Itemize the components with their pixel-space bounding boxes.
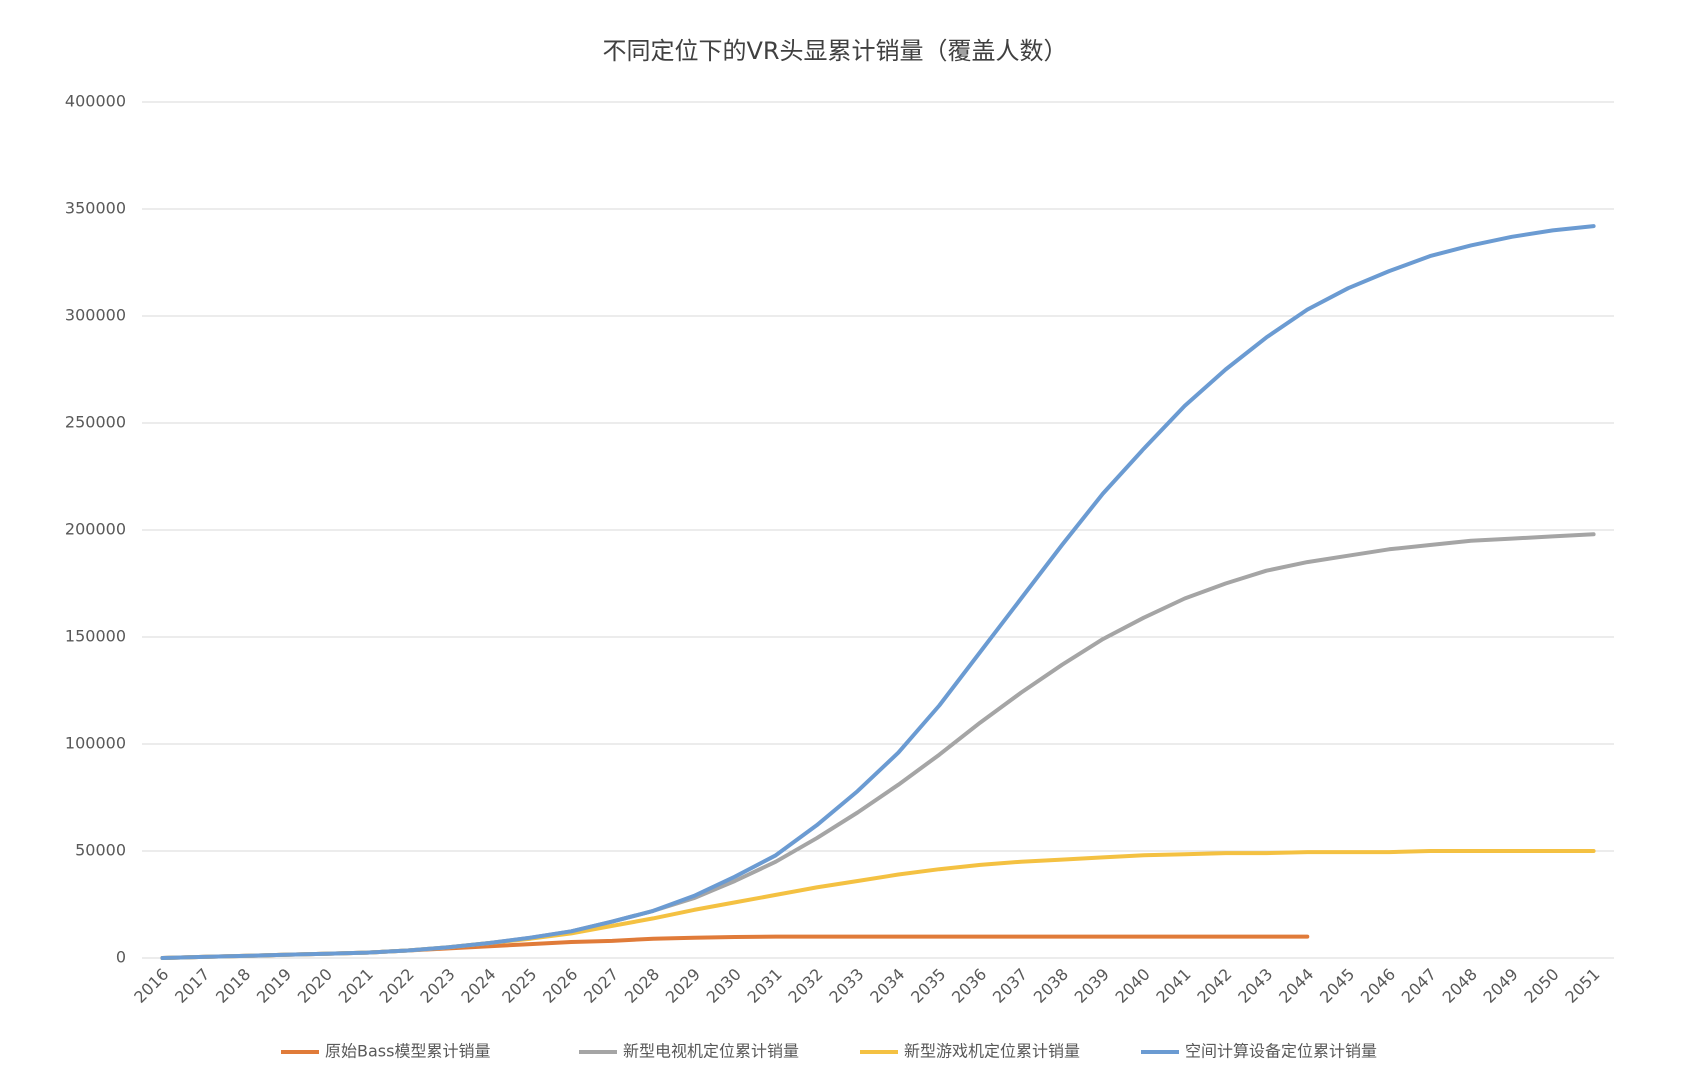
chart-title: 不同定位下的VR头显累计销量（覆盖人数） <box>602 37 1067 65</box>
y-tick-label: 0 <box>116 948 126 967</box>
legend-label: 原始Bass模型累计销量 <box>325 1042 490 1061</box>
legend-label: 空间计算设备定位累计销量 <box>1185 1042 1377 1061</box>
y-tick-label: 100000 <box>65 734 126 753</box>
x-tick-label: 2050 <box>1520 965 1562 1007</box>
y-tick-label: 400000 <box>65 92 126 111</box>
x-tick-label: 2027 <box>580 965 622 1007</box>
y-tick-label: 300000 <box>65 306 126 325</box>
series-line <box>160 532 1596 960</box>
x-tick-label: 2043 <box>1234 965 1276 1007</box>
series-line <box>160 224 1596 960</box>
x-tick-label: 2042 <box>1193 965 1235 1007</box>
x-tick-label: 2033 <box>825 965 867 1007</box>
y-tick-label: 200000 <box>65 520 126 539</box>
x-tick-label: 2016 <box>130 965 172 1007</box>
x-tick-label: 2041 <box>1152 965 1194 1007</box>
x-tick-label: 2036 <box>948 965 990 1007</box>
x-tick-label: 2046 <box>1357 965 1399 1007</box>
y-tick-label: 250000 <box>65 413 126 432</box>
x-tick-label: 2051 <box>1561 965 1603 1007</box>
x-tick-label: 2029 <box>662 965 704 1007</box>
x-tick-label: 2019 <box>253 965 295 1007</box>
x-tick-label: 2039 <box>1071 965 1113 1007</box>
x-tick-label: 2044 <box>1275 965 1317 1007</box>
x-tick-label: 2048 <box>1439 965 1481 1007</box>
x-tick-label: 2018 <box>212 965 254 1007</box>
y-tick-label: 50000 <box>75 841 126 860</box>
y-tick-label: 350000 <box>65 199 126 218</box>
x-tick-label: 2032 <box>784 965 826 1007</box>
x-tick-label: 2022 <box>376 965 418 1007</box>
x-tick-label: 2040 <box>1112 965 1154 1007</box>
x-tick-label: 2023 <box>416 965 458 1007</box>
x-tick-label: 2035 <box>907 965 949 1007</box>
x-tick-label: 2038 <box>1030 965 1072 1007</box>
x-tick-label: 2037 <box>989 965 1031 1007</box>
x-tick-label: 2028 <box>621 965 663 1007</box>
x-tick-label: 2020 <box>294 965 336 1007</box>
y-tick-label: 150000 <box>65 627 126 646</box>
series-line <box>160 849 1596 960</box>
x-tick-label: 2047 <box>1398 965 1440 1007</box>
x-tick-label: 2049 <box>1480 965 1522 1007</box>
x-tick-label: 2024 <box>457 965 499 1007</box>
x-tick-label: 2025 <box>498 965 540 1007</box>
x-tick-label: 2034 <box>866 965 908 1007</box>
x-tick-label: 2030 <box>703 965 745 1007</box>
x-tick-label: 2045 <box>1316 965 1358 1007</box>
x-tick-label: 2026 <box>539 965 581 1007</box>
legend-label: 新型游戏机定位累计销量 <box>904 1042 1080 1061</box>
x-tick-label: 2021 <box>335 965 377 1007</box>
x-tick-label: 2017 <box>171 965 213 1007</box>
x-tick-label: 2031 <box>744 965 786 1007</box>
legend-label: 新型电视机定位累计销量 <box>623 1042 799 1061</box>
